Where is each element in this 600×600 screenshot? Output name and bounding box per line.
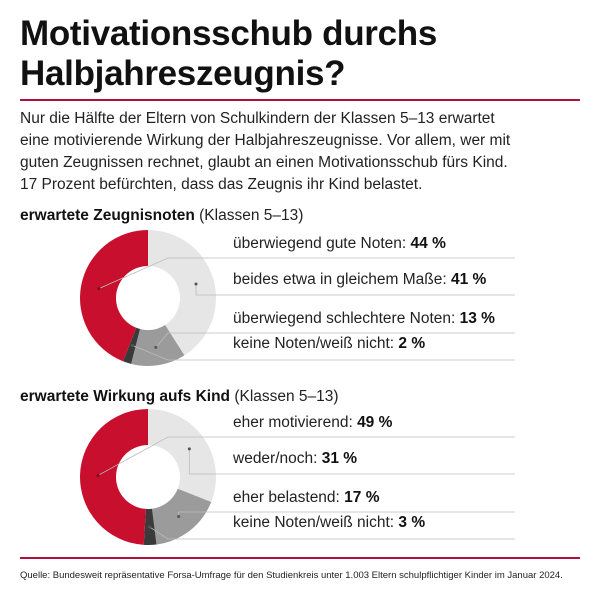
leader-dot-2 bbox=[194, 282, 198, 286]
leader-dot-3 bbox=[154, 345, 158, 349]
legend-label-2: weder/noch: 31 % bbox=[232, 450, 357, 467]
legend-label-4: keine Noten/weiß nicht: 3 % bbox=[233, 514, 425, 531]
chart-2-title-rest: (Klassen 5–13) bbox=[230, 388, 339, 405]
donut-chart-effect: eher motivierend: 49 % weder/noch: 31 % eh… bbox=[80, 409, 515, 545]
legend-label-1: eher motivierend: 49 % bbox=[233, 414, 393, 431]
legend-label-2: beides etwa in gleichem Maße: 41 % bbox=[233, 271, 487, 288]
intro-line-2: eine motivierende Wirkung der Halbjahres… bbox=[20, 132, 511, 149]
legend-text-2: weder/noch: bbox=[232, 450, 322, 467]
leader-line-4 bbox=[149, 526, 515, 540]
top-divider bbox=[20, 99, 580, 101]
donut-chart-grades: überwiegend gute Noten: 44 % beides etwa … bbox=[79, 230, 515, 366]
data-label-3: 17 % bbox=[344, 489, 380, 506]
leader-line-1 bbox=[97, 436, 515, 476]
legend-label-1: überwiegend gute Noten: 44 % bbox=[233, 235, 446, 252]
legend-text-4: keine Noten/weiß nicht: bbox=[233, 514, 398, 531]
bottom-divider bbox=[20, 557, 580, 559]
leader-line-2 bbox=[188, 448, 515, 475]
data-label-3: 13 % bbox=[460, 310, 496, 327]
donut-slice-3 bbox=[152, 488, 212, 545]
intro-line-4: 17 Prozent befürchten, dass das Zeugnis … bbox=[20, 176, 423, 193]
data-label-4: 2 % bbox=[398, 335, 425, 352]
data-label-2: 31 % bbox=[322, 450, 358, 467]
legend-text-3: eher belastend: bbox=[233, 489, 344, 506]
chart-1-title-bold: erwartete Zeugnisnoten bbox=[20, 207, 195, 224]
legend-label-3: eher belastend: 17 % bbox=[233, 489, 380, 506]
page-title-line-2: Halbjahreszeugnis? bbox=[20, 54, 346, 93]
data-label-1: 44 % bbox=[411, 235, 447, 252]
leader-dot-4 bbox=[148, 525, 152, 529]
leader-dot-1 bbox=[97, 287, 101, 291]
donut-slice-1 bbox=[80, 409, 148, 545]
leader-dot-3 bbox=[177, 515, 181, 519]
chart-2-title-bold: erwartete Wirkung aufs Kind bbox=[20, 388, 231, 405]
leader-dot-1 bbox=[96, 473, 100, 477]
intro-text: Nur die Hälfte der Eltern von Schulkinde… bbox=[20, 108, 585, 196]
leader-line-3 bbox=[178, 511, 515, 517]
page-title-line-1: Motivationsschub durchs bbox=[20, 14, 438, 53]
leader-line-1 bbox=[98, 257, 515, 289]
leader-line-3 bbox=[155, 332, 515, 348]
data-label-1: 49 % bbox=[357, 414, 393, 431]
chart-1-title-rest: (Klassen 5–13) bbox=[194, 207, 304, 224]
legend-label-3: überwiegend schlechtere Noten: 13 % bbox=[233, 310, 495, 327]
legend-text-3: überwiegend schlechtere Noten: bbox=[233, 310, 460, 327]
leader-line-4 bbox=[132, 345, 515, 361]
legend-text-1: überwiegend gute Noten: bbox=[233, 235, 411, 252]
donut-slice-2 bbox=[148, 230, 216, 356]
chart-2-title: erwartete Wirkung aufs Kind (Klassen 5–1… bbox=[20, 388, 339, 406]
chart-1-title: erwartete Zeugnisnoten (Klassen 5–13) bbox=[20, 207, 303, 225]
legend-label-4: keine Noten/weiß nicht: 2 % bbox=[233, 335, 425, 352]
legend-text-4: keine Noten/weiß nicht: bbox=[233, 335, 398, 352]
leader-dot-4 bbox=[131, 344, 135, 348]
intro-line-3: guten Zeugnissen rechnet, glaubt an eine… bbox=[20, 154, 508, 171]
legend-text-2: beides etwa in gleichem Maße: bbox=[233, 271, 451, 288]
data-label-2: 41 % bbox=[451, 271, 487, 288]
data-label-4: 3 % bbox=[398, 514, 425, 531]
leader-line-2 bbox=[195, 284, 515, 296]
intro-line-1: Nur die Hälfte der Eltern von Schulkinde… bbox=[20, 110, 495, 127]
leader-dot-2 bbox=[187, 447, 191, 451]
donut-slice-1 bbox=[79, 230, 148, 362]
legend-text-1: eher motivierend: bbox=[233, 414, 357, 431]
page-title: Motivationsschub durchs Halbjahreszeugni… bbox=[20, 14, 580, 94]
source-note: Quelle: Bundesweit repräsentative Forsa-… bbox=[20, 570, 563, 581]
donut-slice-2 bbox=[148, 409, 216, 503]
